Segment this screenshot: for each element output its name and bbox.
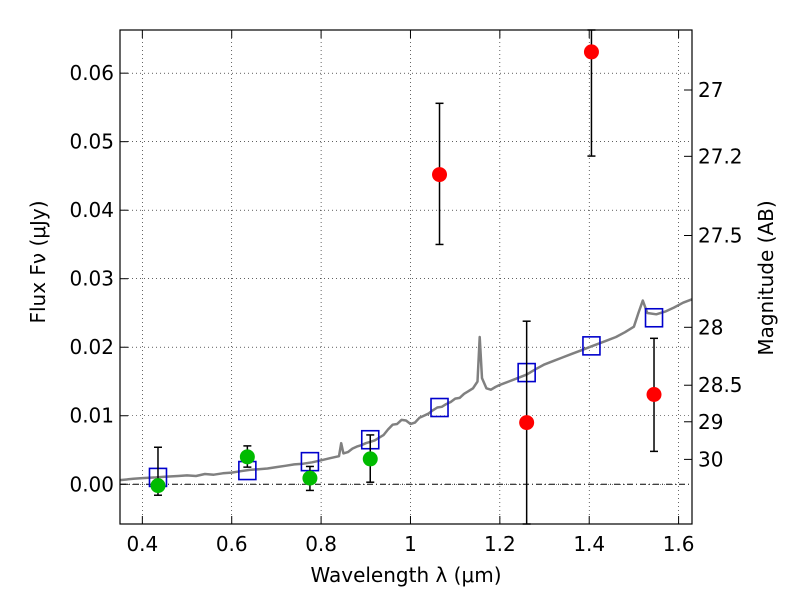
flux-point: [583, 44, 599, 60]
model-square-marker: [644, 307, 664, 328]
x-tick-label: 1.2: [484, 532, 516, 556]
flux-point: [519, 415, 535, 431]
flux-point: [432, 167, 448, 183]
y-tick-label: 0.00: [69, 472, 114, 496]
flux-point: [150, 478, 166, 494]
mag-tick-label: 27.5: [698, 223, 743, 247]
x-tick-label: 0.6: [216, 532, 248, 556]
y-axis-label-left: Flux Fν (μJy): [26, 200, 50, 323]
flux-point: [239, 449, 255, 465]
model-square-marker: [582, 336, 601, 356]
model-square-marker: [430, 397, 449, 418]
mag-tick-label: 27: [698, 78, 723, 102]
y-tick-label: 0.03: [69, 267, 114, 291]
flux-point: [646, 387, 662, 403]
x-tick-label: 1: [404, 532, 417, 556]
plot-frame: [119, 29, 693, 525]
x-tick-label: 0.4: [126, 532, 158, 556]
y-tick-label: 0.05: [69, 130, 114, 154]
axis-ticks: 0.4 0.6 0.8 1 1.2 1.4 1.6 0.00 0.01 0.02 0.03 0.04 0…: [69, 30, 743, 556]
y-tick-label: 0.04: [69, 198, 114, 222]
spectrum-line: [119, 298, 693, 482]
plot-area: [119, 29, 693, 525]
mag-tick-label: 27.2: [698, 144, 743, 168]
flux-point: [302, 470, 318, 486]
y-tick-label: 0.06: [69, 61, 114, 85]
x-tick-label: 1.6: [663, 532, 695, 556]
x-tick-label: 0.8: [305, 532, 337, 556]
mag-tick-label: 28.5: [698, 373, 743, 397]
y-tick-label: 0.01: [69, 404, 114, 428]
mag-tick-label: 28: [698, 315, 723, 339]
mag-tick-label: 29: [698, 410, 723, 434]
x-axis-label: Wavelength λ (μm): [310, 563, 501, 587]
flux-point: [362, 451, 378, 467]
x-tick-label: 1.4: [573, 532, 605, 556]
y-axis-label-right: Magnitude (AB): [754, 200, 778, 355]
grid: [120, 30, 692, 524]
mag-tick-label: 30: [698, 447, 723, 471]
y-tick-label: 0.02: [69, 335, 114, 359]
